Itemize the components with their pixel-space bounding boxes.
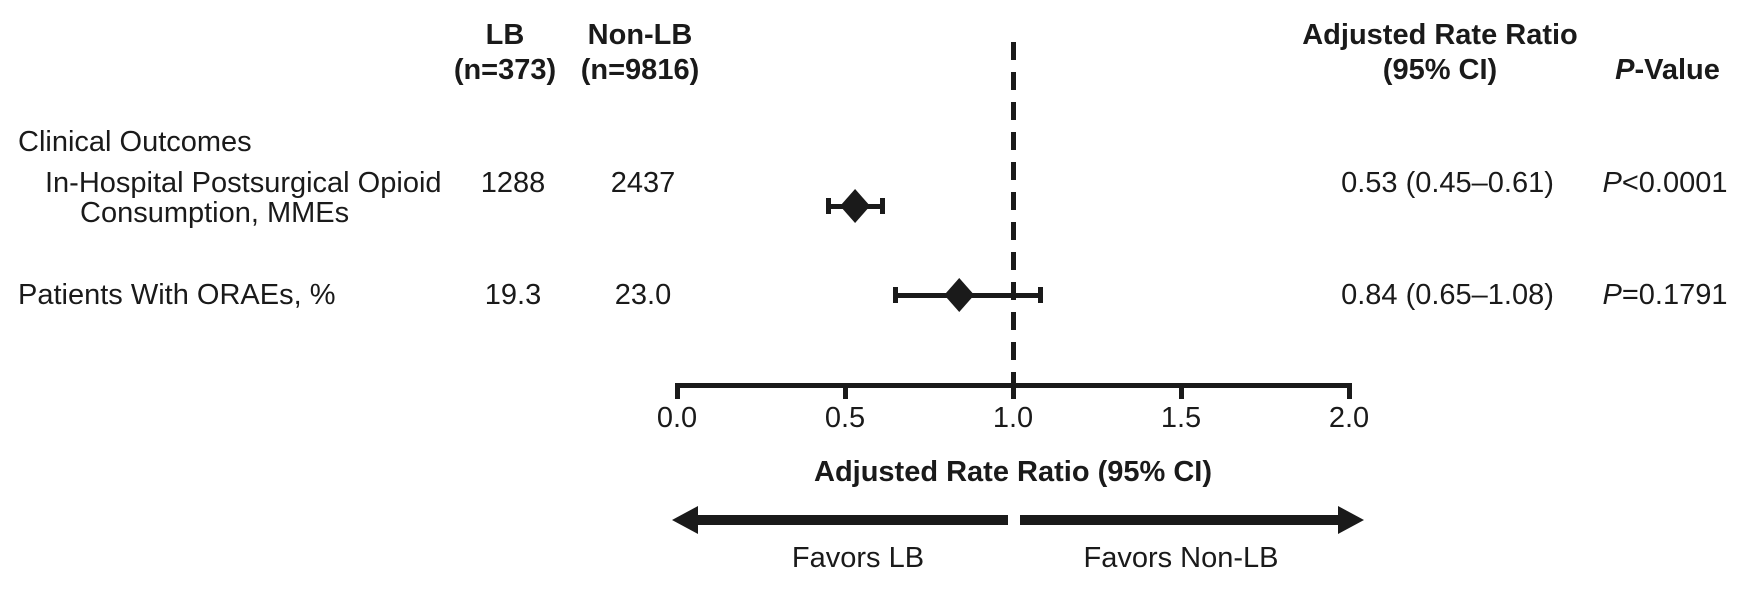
ci-end-cap: [1037, 287, 1043, 303]
x-axis-tick: [1347, 388, 1352, 399]
lb-header-line2: (n=373): [453, 54, 557, 86]
column-header-pvalue: P-Value: [1595, 53, 1740, 88]
favors-lb-arrow-bar: [694, 515, 1008, 525]
favors-nonlb-label: Favors Non-LB: [1083, 542, 1279, 574]
favors-lb-label: Favors LB: [791, 542, 925, 574]
column-header-nonlb: Non-LB (n=9816): [565, 18, 715, 88]
column-header-rate-ratio: Adjusted Rate Ratio (95% CI): [1290, 18, 1590, 88]
nonlb-header-line2: (n=9816): [580, 54, 700, 86]
row2-pvalue: P=0.1791: [1590, 280, 1740, 310]
row2-label-line1: Patients With ORAEs, %: [18, 279, 336, 311]
row2-pvalue-rest: =0.1791: [1621, 279, 1728, 311]
x-axis-title: Adjusted Rate Ratio (95% CI): [814, 456, 1212, 488]
row1-label-line2: Consumption, MMEs: [80, 197, 350, 229]
row1-pvalue-symbol: P: [1602, 167, 1622, 199]
point-estimate-diamond: [840, 189, 871, 223]
reference-line-dashed: [1011, 42, 1016, 383]
row1-pvalue: P<0.0001: [1590, 168, 1740, 198]
row1-label-line1: In-Hospital Postsurgical Opioid: [45, 167, 442, 199]
x-axis-tick-label: 1.0: [992, 402, 1034, 434]
favors-nonlb-arrow-bar: [1020, 515, 1338, 525]
section-label: Clinical Outcomes: [18, 126, 252, 158]
row1-rate-ratio-text: 0.53 (0.45–0.61): [1341, 167, 1554, 199]
x-axis-tick: [843, 388, 848, 399]
lb-header-line1: LB: [485, 19, 525, 51]
x-axis-tick: [675, 388, 680, 399]
row2-lb-value: 19.3: [484, 279, 542, 311]
ci-end-cap: [879, 198, 885, 214]
x-axis-tick: [1179, 388, 1184, 399]
nonlb-header-line1: Non-LB: [587, 19, 693, 51]
ci-end-cap: [826, 198, 832, 214]
row2-rate-ratio-text: 0.84 (0.65–1.08): [1341, 279, 1554, 311]
x-axis-tick: [1011, 388, 1016, 399]
ci-end-cap: [893, 287, 899, 303]
column-header-lb: LB (n=373): [430, 18, 580, 88]
x-axis-tick-label: 0.0: [656, 402, 698, 434]
x-axis-tick-label: 1.5: [1160, 402, 1202, 434]
row2-nonlb-value: 23.0: [614, 279, 672, 311]
favors-nonlb-arrowhead-icon: [1338, 506, 1364, 534]
pvalue-header-symbol: P: [1615, 54, 1635, 86]
favors-lb-arrowhead-icon: [672, 506, 698, 534]
row2-pvalue-symbol: P: [1602, 279, 1622, 311]
arr-header-line2: (95% CI): [1382, 54, 1498, 86]
pvalue-header-rest: -Value: [1634, 54, 1720, 86]
arr-header-line1: Adjusted Rate Ratio: [1302, 19, 1578, 51]
row1-lb-value: 1288: [480, 167, 546, 199]
row1-nonlb-value: 2437: [610, 167, 676, 199]
x-axis-tick-label: 0.5: [824, 402, 866, 434]
x-axis-tick-label: 2.0: [1328, 402, 1370, 434]
row1-pvalue-rest: <0.0001: [1621, 167, 1728, 199]
point-estimate-diamond: [944, 278, 975, 312]
x-axis-line: [675, 383, 1352, 388]
